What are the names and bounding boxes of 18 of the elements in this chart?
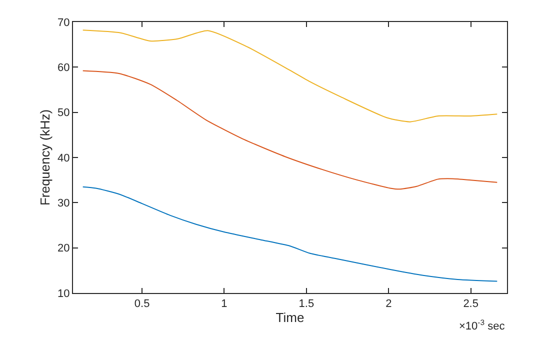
y-axis-title: Frequency (kHz)	[38, 109, 52, 206]
y-tick-label: 70	[58, 16, 70, 29]
line-series	[82, 186, 498, 282]
text: ×10$^{-3}$ sec	[459, 318, 506, 333]
y-tick-label: 40	[58, 152, 70, 164]
y-tick-label: 20	[58, 242, 70, 255]
y-tick-label: 60	[58, 62, 70, 74]
line-series	[82, 70, 498, 190]
x-axis-title: Time	[276, 310, 304, 326]
x-tick-label: 1	[221, 298, 228, 310]
y-tick-label: 10	[58, 288, 70, 300]
y-tick-label: 50	[58, 107, 70, 120]
x-tick-label: 2.5	[463, 298, 478, 310]
line-series	[82, 30, 498, 122]
x-tick-label: 2	[386, 298, 392, 310]
x-tick-label: 0.5	[134, 298, 150, 310]
x-tick-label: 1.5	[298, 298, 314, 310]
y-tick-label: 30	[58, 198, 70, 210]
